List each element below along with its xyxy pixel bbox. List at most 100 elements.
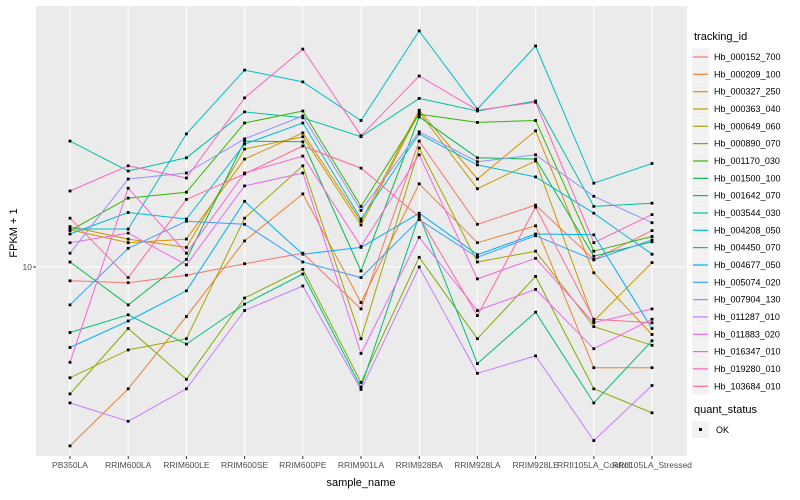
quant-status-key	[692, 421, 709, 438]
legend-entry-Hb_003544_030	[692, 204, 709, 222]
data-point	[417, 265, 421, 269]
data-point	[68, 360, 72, 364]
data-point	[243, 121, 246, 125]
data-point	[592, 254, 596, 258]
data-point	[243, 147, 246, 151]
data-point	[417, 74, 421, 78]
data-point	[476, 253, 479, 257]
x-tick-label: RRIM600LA	[105, 460, 152, 470]
data-point	[301, 135, 305, 139]
data-point	[534, 100, 537, 104]
data-point	[68, 444, 72, 448]
legend-label: Hb_016347_010	[714, 347, 781, 357]
legend-label: Hb_000649_060	[714, 121, 781, 131]
data-point	[476, 309, 479, 312]
data-point	[301, 80, 305, 84]
data-point	[650, 384, 654, 387]
data-point	[650, 307, 654, 311]
data-point	[417, 132, 421, 136]
data-point	[243, 137, 246, 141]
x-tick-label: RRIM600LE	[163, 460, 210, 470]
data-point	[68, 229, 72, 232]
data-point	[68, 241, 72, 245]
legend-entry-Hb_000363_040	[692, 100, 709, 118]
quant-status-square-icon	[699, 428, 702, 431]
legend-entry-Hb_000649_060	[692, 117, 709, 135]
data-point	[592, 401, 596, 405]
legend-entry-Hb_019280_010	[692, 360, 709, 378]
data-point	[650, 240, 654, 244]
data-point	[126, 348, 130, 352]
data-point	[417, 153, 421, 157]
data-point	[592, 194, 596, 198]
data-point	[68, 216, 72, 220]
legend-entry-Hb_001642_070	[692, 187, 709, 204]
data-point	[243, 96, 246, 100]
data-point	[534, 354, 537, 358]
data-point	[68, 392, 72, 396]
legend-label: Hb_001642_070	[714, 191, 781, 201]
data-point	[68, 227, 72, 231]
legend-label: Hb_011287_010	[714, 312, 780, 322]
data-point	[301, 284, 305, 288]
data-point	[68, 189, 72, 193]
x-tick-label: RRII105LA_Control	[557, 460, 631, 470]
data-point	[650, 235, 654, 238]
data-point	[185, 387, 188, 391]
data-point	[126, 303, 130, 307]
legend-entry-Hb_000209_100	[692, 65, 709, 83]
data-point	[534, 256, 537, 260]
data-point	[68, 331, 72, 334]
data-point	[185, 171, 188, 175]
data-point	[592, 325, 596, 328]
data-point	[185, 217, 188, 221]
legend-entry-Hb_004450_070	[692, 239, 709, 256]
data-point	[476, 187, 479, 191]
legend-label: Hb_000209_100	[714, 69, 781, 79]
data-point	[534, 203, 537, 207]
data-point	[417, 130, 421, 134]
data-point	[301, 140, 305, 144]
data-point	[650, 261, 654, 264]
data-point	[359, 166, 363, 170]
legend-entry-Hb_001500_100	[692, 169, 709, 187]
legend-entry-Hb_103684_010	[692, 377, 709, 395]
data-point	[243, 157, 246, 161]
data-point	[301, 164, 305, 168]
data-point	[185, 258, 188, 261]
data-point	[185, 289, 188, 293]
data-point	[243, 302, 246, 306]
data-point	[126, 196, 130, 200]
data-point	[592, 181, 596, 185]
data-point	[417, 115, 421, 119]
x-tick-label: RRII105LA_Stressed	[612, 460, 692, 470]
data-point	[417, 255, 421, 259]
data-point	[185, 377, 188, 381]
data-point	[126, 319, 130, 323]
legend-entry-Hb_016347_010	[692, 342, 709, 360]
data-point	[68, 346, 72, 349]
data-point	[650, 366, 654, 370]
data-point	[359, 223, 363, 227]
legend-entry-Hb_005074_020	[692, 273, 709, 291]
data-point	[650, 321, 654, 325]
data-point	[534, 175, 537, 179]
data-point	[476, 337, 479, 341]
data-point	[243, 110, 246, 114]
data-point	[185, 337, 188, 341]
data-point	[68, 225, 72, 228]
data-point	[126, 211, 130, 214]
data-point	[243, 68, 246, 72]
data-point	[126, 276, 130, 279]
legend-label: Hb_007904_130	[714, 295, 781, 305]
data-point	[185, 342, 188, 346]
data-point	[301, 267, 305, 271]
data-point	[359, 134, 363, 138]
data-point	[417, 182, 421, 186]
data-point	[476, 241, 479, 245]
legend-label: Hb_103684_010	[714, 381, 781, 391]
data-point	[476, 260, 479, 264]
data-point	[650, 221, 654, 225]
legend-label: Hb_003544_030	[714, 208, 781, 218]
